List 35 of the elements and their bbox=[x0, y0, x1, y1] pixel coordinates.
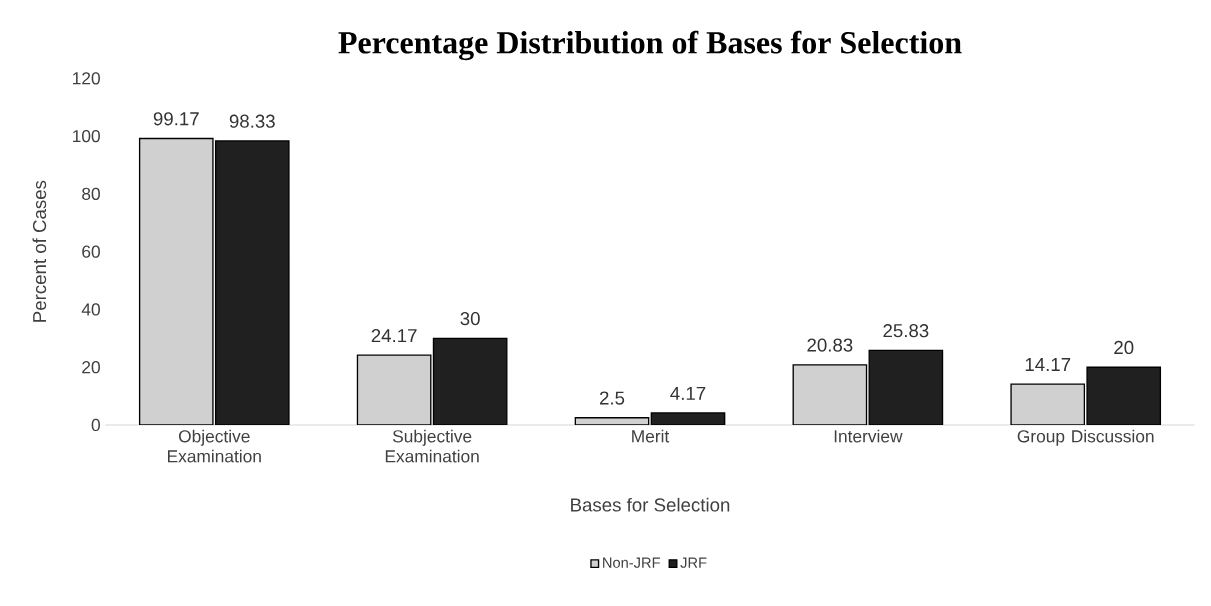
y-tick-label: 80 bbox=[82, 187, 100, 201]
data-label: 20.83 bbox=[807, 338, 853, 352]
bar bbox=[1010, 383, 1086, 425]
y-tick-label: 0 bbox=[91, 418, 100, 432]
data-label: 30 bbox=[460, 311, 480, 326]
data-label: 2.5 bbox=[599, 391, 625, 405]
x-tick-label: Group Discussion bbox=[1017, 429, 1154, 446]
data-label: 99.17 bbox=[153, 112, 199, 126]
data-label: 24.17 bbox=[371, 329, 417, 343]
legend-label: Non-JRF bbox=[603, 557, 660, 568]
bar bbox=[868, 349, 944, 425]
legend-label: JRF bbox=[680, 557, 707, 568]
y-tick-label: 60 bbox=[82, 245, 100, 258]
data-label: 4.17 bbox=[670, 386, 706, 400]
bar bbox=[432, 337, 508, 425]
y-tick-label: 100 bbox=[73, 129, 100, 143]
x-tick-label: Objective Examination bbox=[168, 429, 261, 463]
y-axis-title: Percent of Cases bbox=[32, 180, 47, 322]
x-tick-label: Merit bbox=[632, 429, 670, 443]
data-label: 20 bbox=[1114, 340, 1134, 355]
y-tick-label: 20 bbox=[82, 361, 100, 374]
x-axis-title: Bases for Selection bbox=[571, 497, 730, 512]
bar bbox=[138, 137, 214, 425]
bar bbox=[1086, 366, 1162, 425]
x-tick-label: Interview bbox=[834, 429, 903, 443]
data-label: 14.17 bbox=[1025, 358, 1071, 371]
data-label: 98.33 bbox=[229, 114, 275, 128]
y-tick-label: 40 bbox=[81, 303, 100, 316]
bar bbox=[792, 364, 868, 425]
bar bbox=[356, 354, 432, 425]
data-label: 25.83 bbox=[883, 324, 929, 338]
bar bbox=[214, 140, 290, 425]
y-tick-label: 120 bbox=[73, 72, 100, 85]
chart-title: Percentage Distribution of Bases for Selection bbox=[338, 30, 962, 61]
x-tick-label: Subjective Examination bbox=[385, 429, 479, 463]
